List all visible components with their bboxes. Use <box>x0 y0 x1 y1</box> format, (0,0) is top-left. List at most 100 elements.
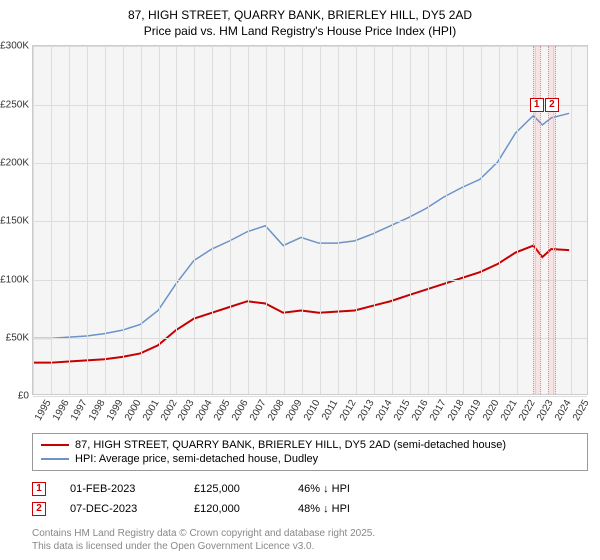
x-axis-label: 2002 <box>159 398 180 423</box>
y-axis-label: £100K <box>0 274 29 285</box>
gridline-v <box>284 46 285 394</box>
transaction-marker-1: 1 <box>530 98 544 112</box>
chart-plot-area: £0£50K£100K£150K£200K£250K£300K199519961… <box>32 45 588 395</box>
x-axis-label: 2017 <box>428 398 449 423</box>
x-axis-label: 2000 <box>123 398 144 423</box>
legend-row-hpi: HPI: Average price, semi-detached house,… <box>41 452 579 466</box>
gridline-v <box>248 46 249 394</box>
y-axis-label: £200K <box>0 157 29 168</box>
gridline-v <box>338 46 339 394</box>
x-axis-label: 2013 <box>356 398 377 423</box>
y-axis-label: £150K <box>0 216 29 227</box>
footer-line-1: Contains HM Land Registry data © Crown c… <box>32 527 588 540</box>
transactions-table: 1 01-FEB-2023 £125,000 46% ↓ HPI 2 07-DEC-202… <box>32 479 588 519</box>
gridline-v <box>212 46 213 394</box>
gridline-v <box>141 46 142 394</box>
transaction-row-marker: 1 <box>32 482 46 496</box>
legend-label-price-paid: 87, HIGH STREET, QUARRY BANK, BRIERLEY H… <box>75 439 506 451</box>
y-axis-label: £250K <box>0 99 29 110</box>
gridline-v <box>194 46 195 394</box>
gridline-v <box>33 46 34 394</box>
gridline-v <box>463 46 464 394</box>
gridline-v <box>105 46 106 394</box>
legend-row-price-paid: 87, HIGH STREET, QUARRY BANK, BRIERLEY H… <box>41 438 579 452</box>
gridline-v <box>499 46 500 394</box>
x-axis-label: 2009 <box>284 398 305 423</box>
gridline-v <box>302 46 303 394</box>
transaction-pct: 48% ↓ HPI <box>298 503 398 515</box>
x-axis-label: 2004 <box>194 398 215 423</box>
footer-attribution: Contains HM Land Registry data © Crown c… <box>32 527 588 553</box>
y-axis-label: £300K <box>0 41 29 52</box>
x-axis-label: 2022 <box>517 398 538 423</box>
x-axis-label: 2021 <box>499 398 520 423</box>
transaction-price: £125,000 <box>194 483 274 495</box>
chart-legend: 87, HIGH STREET, QUARRY BANK, BRIERLEY H… <box>32 433 588 471</box>
x-axis-label: 2025 <box>571 398 592 423</box>
x-axis-label: 2007 <box>248 398 269 423</box>
x-axis-label: 2024 <box>553 398 574 423</box>
x-axis-label: 2012 <box>338 398 359 423</box>
x-axis-label: 2006 <box>230 398 251 423</box>
gridline-v <box>446 46 447 394</box>
x-axis-label: 2011 <box>320 398 340 422</box>
y-axis-label: £50K <box>6 332 29 343</box>
x-axis-label: 2019 <box>463 398 484 423</box>
x-axis-label: 1996 <box>51 398 72 423</box>
y-axis-label: £0 <box>18 391 29 402</box>
chart-title: 87, HIGH STREET, QUARRY BANK, BRIERLEY H… <box>12 8 588 39</box>
x-axis-label: 2014 <box>374 398 395 423</box>
transaction-date: 01-FEB-2023 <box>70 483 170 495</box>
gridline-h <box>33 46 587 47</box>
transaction-price: £120,000 <box>194 503 274 515</box>
x-axis-label: 2020 <box>481 398 502 423</box>
x-axis-label: 2016 <box>410 398 431 423</box>
gridline-h <box>33 338 587 339</box>
x-axis-label: 1997 <box>69 398 90 423</box>
transaction-pct: 46% ↓ HPI <box>298 483 398 495</box>
gridline-h <box>33 280 587 281</box>
x-axis-label: 2015 <box>392 398 413 423</box>
x-axis-label: 2005 <box>212 398 233 423</box>
legend-swatch-price-paid <box>41 444 69 446</box>
x-axis-label: 2008 <box>266 398 287 423</box>
gridline-v <box>392 46 393 394</box>
gridline-v <box>51 46 52 394</box>
footer-line-2: This data is licensed under the Open Gov… <box>32 540 588 553</box>
x-axis-label: 2003 <box>176 398 197 423</box>
title-line-1: 87, HIGH STREET, QUARRY BANK, BRIERLEY H… <box>12 8 588 24</box>
x-axis-label: 1998 <box>87 398 108 423</box>
gridline-h <box>33 163 587 164</box>
transaction-date: 07-DEC-2023 <box>70 503 170 515</box>
gridline-v <box>356 46 357 394</box>
gridline-v <box>123 46 124 394</box>
transaction-row-marker: 2 <box>32 502 46 516</box>
x-axis-label: 2023 <box>535 398 556 423</box>
gridline-h <box>33 105 587 106</box>
x-axis-label: 2001 <box>141 398 162 423</box>
gridline-v <box>481 46 482 394</box>
gridline-v <box>320 46 321 394</box>
transaction-row: 1 01-FEB-2023 £125,000 46% ↓ HPI <box>32 479 588 499</box>
gridline-v <box>410 46 411 394</box>
x-axis-label: 2018 <box>446 398 467 423</box>
gridline-v <box>428 46 429 394</box>
gridline-v <box>69 46 70 394</box>
x-axis-label: 1999 <box>105 398 126 423</box>
legend-swatch-hpi <box>41 458 69 460</box>
gridline-h <box>33 221 587 222</box>
x-axis-label: 1995 <box>33 398 54 423</box>
gridline-v <box>230 46 231 394</box>
gridline-v <box>159 46 160 394</box>
x-axis-label: 2010 <box>302 398 323 423</box>
gridline-v <box>571 46 572 394</box>
gridline-v <box>374 46 375 394</box>
gridline-v <box>87 46 88 394</box>
chart-svg <box>33 46 587 394</box>
title-line-2: Price paid vs. HM Land Registry's House … <box>12 24 588 40</box>
transaction-row: 2 07-DEC-2023 £120,000 48% ↓ HPI <box>32 499 588 519</box>
gridline-v <box>517 46 518 394</box>
legend-label-hpi: HPI: Average price, semi-detached house,… <box>75 453 318 465</box>
gridline-v <box>266 46 267 394</box>
gridline-v <box>176 46 177 394</box>
